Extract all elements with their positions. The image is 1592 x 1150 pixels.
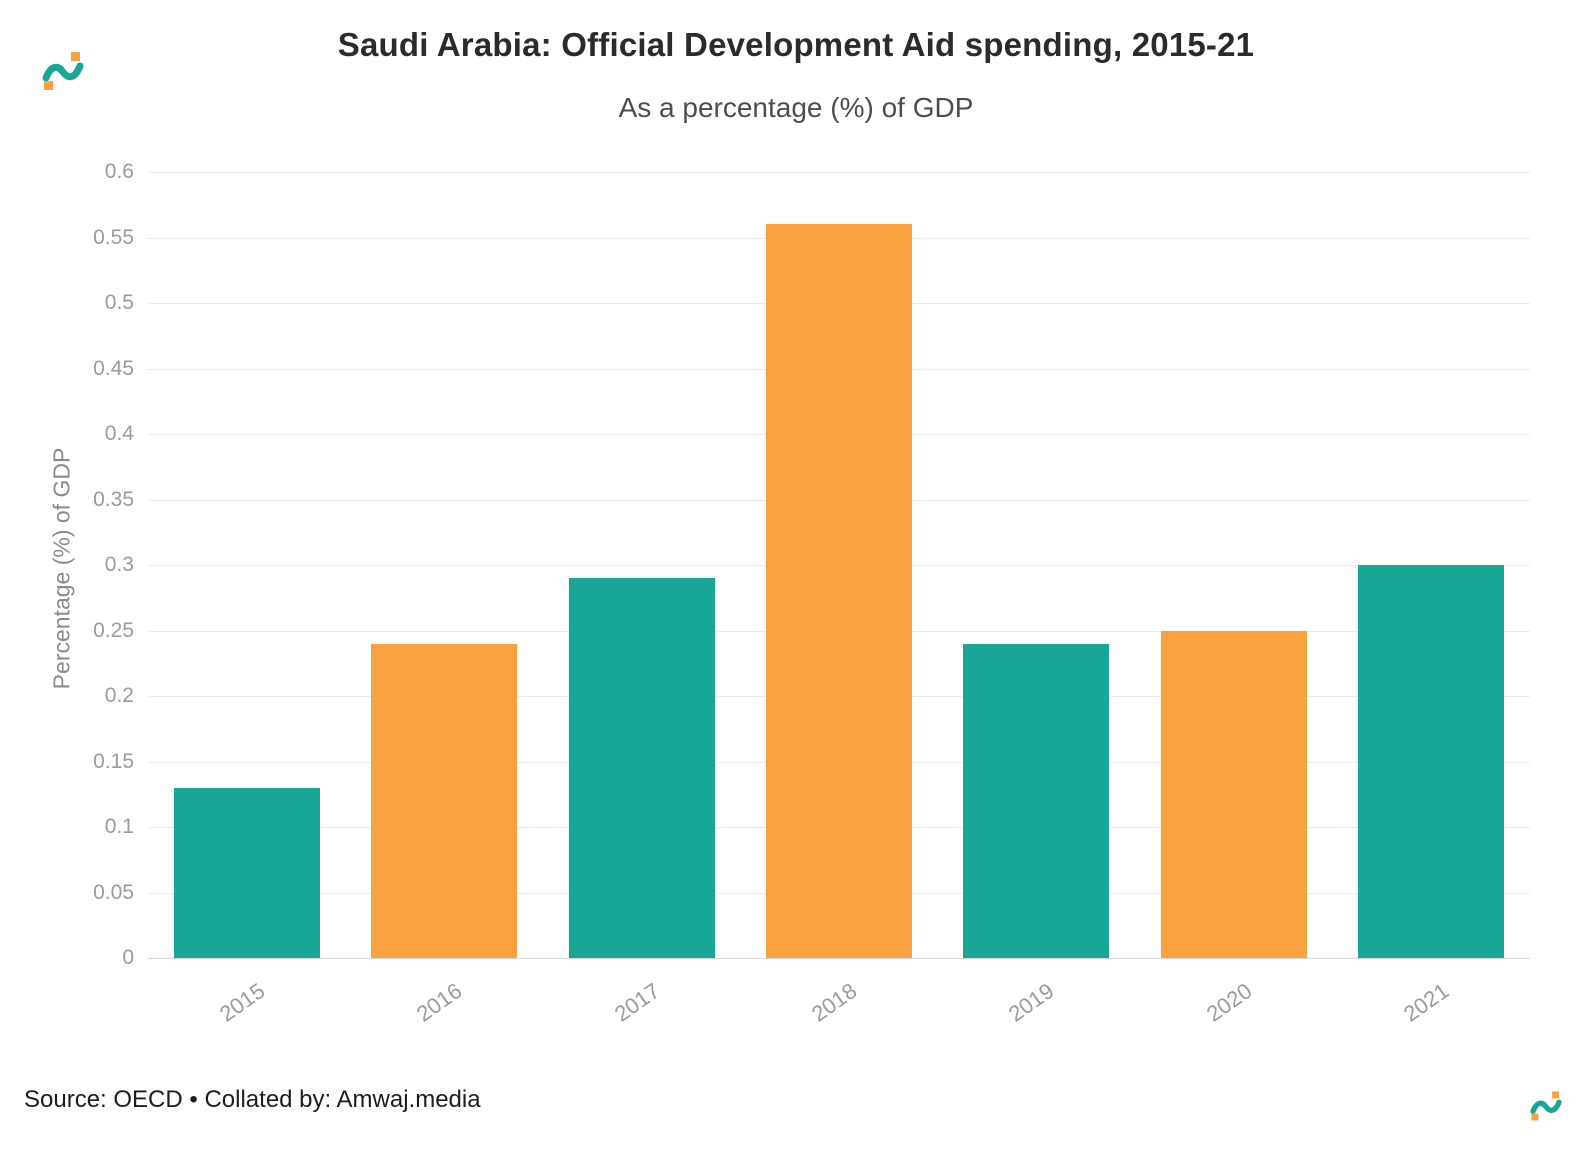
bar-2015 — [173, 787, 320, 958]
amwaj-logo-icon — [40, 50, 86, 92]
gridline — [148, 172, 1530, 173]
gridline — [148, 958, 1530, 959]
bar-2016 — [371, 643, 518, 958]
y-axis-title: Percentage (%) of GDP — [48, 447, 75, 690]
bar-2021 — [1358, 565, 1505, 958]
source-attribution: Source: OECD • Collated by: Amwaj.media — [24, 1086, 481, 1113]
x-tick-label: 2017 — [609, 978, 664, 1027]
x-tick-label: 2019 — [1004, 978, 1059, 1027]
amwaj-logo-small-glyph — [1530, 1091, 1562, 1121]
y-tick-label: 0.45 — [93, 356, 134, 380]
x-tick-label: 2016 — [412, 978, 467, 1027]
bar-2019 — [963, 643, 1110, 958]
y-tick-label: 0.5 — [104, 291, 134, 314]
y-tick-label: 0 — [122, 946, 134, 969]
y-tick-label: 0.35 — [93, 487, 134, 511]
plot-area: 0 0.05 0.1 0.15 0.2 0.25 0.3 0.35 0.4 0.45 0.5 0.55… — [93, 160, 1530, 1027]
bar-2018 — [765, 224, 913, 958]
y-tick-label: 0.3 — [104, 553, 134, 576]
bar-2017 — [568, 578, 715, 958]
chart-title: Saudi Arabia: Official Development Aid s… — [337, 26, 1255, 63]
x-tick-label: 2015 — [214, 978, 270, 1027]
y-tick-label: 0.55 — [93, 225, 134, 249]
x-tick-label: 2020 — [1201, 978, 1257, 1027]
x-tick-label: 2021 — [1399, 978, 1454, 1027]
bar-2020 — [1160, 630, 1307, 958]
y-tick-label: 0.6 — [104, 160, 134, 183]
x-tick-label: 2018 — [806, 978, 862, 1027]
y-tick-label: 0.25 — [93, 618, 134, 642]
y-tick-label: 0.15 — [93, 749, 134, 773]
chart-subtitle: As a percentage (%) of GDP — [618, 92, 974, 123]
y-tick-label: 0.4 — [104, 422, 134, 445]
amwaj-logo-small-icon — [1528, 1090, 1564, 1122]
y-tick-label: 0.2 — [104, 684, 134, 707]
y-tick-label: 0.1 — [104, 815, 134, 838]
y-tick-label: 0.05 — [93, 880, 134, 904]
amwaj-logo-glyph — [42, 52, 84, 90]
